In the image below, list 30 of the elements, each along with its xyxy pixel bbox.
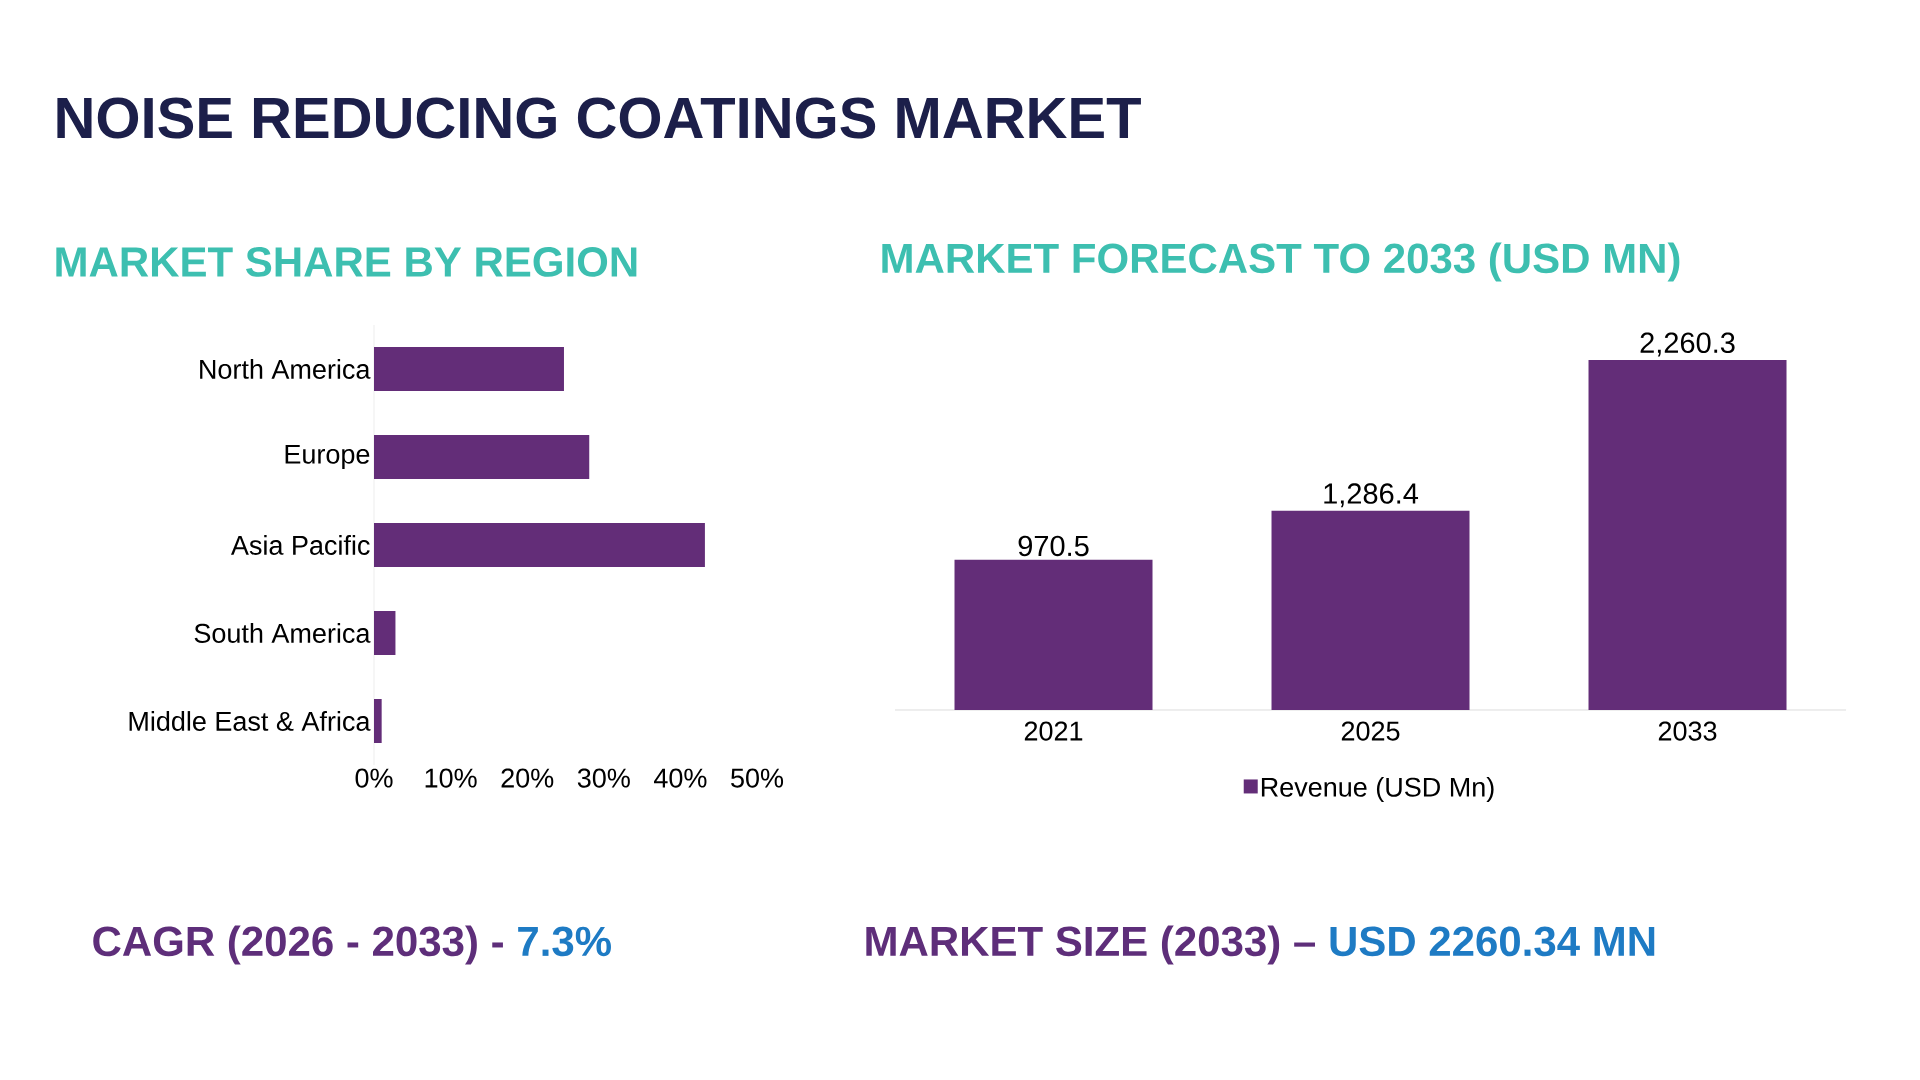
y-tick-label: Asia Pacific [230,535,370,555]
data-label: 2,260.3 [1640,332,1735,357]
x-tick-label: 2033 [1658,721,1717,741]
bar [374,523,705,567]
bar [374,435,590,480]
y-tick-label: North America [200,359,371,379]
text: 7.3% [518,926,611,957]
y-tick-label: Europe [285,444,370,470]
x-tick-label: 10% [425,768,477,788]
bar [374,699,382,743]
text: MARKET SIZE (2033) – [866,925,1315,965]
y-tick-label: South America [194,623,371,643]
bar [374,611,396,655]
x-tick-label: 50% [731,768,784,788]
bar [374,347,564,392]
x-tick-label: 2021 [1024,721,1083,741]
x-tick-label: 2025 [1341,721,1400,741]
data-label: 1,286.4 [1324,483,1419,508]
legend-label: Revenue (USD Mn) [1261,776,1494,803]
y-tick-label: Middle East & Africa [129,711,371,731]
x-tick-label: 40% [654,768,707,788]
x-tick-label: 30% [577,768,630,788]
text: CAGR (2026 - 2033) - [93,925,503,965]
text: USD 2260.34 MN [1330,926,1655,957]
x-tick-label: 20% [501,768,554,788]
chart-title: MARKET FORECAST TO 2033 (USD MN) [882,242,1680,282]
chart-title: MARKET SHARE BY REGION [56,247,637,277]
x-tick-label: 0% [355,768,393,788]
text: NOISE REDUCING COATINGS MARKET [57,97,1141,139]
data-label: 970.5 [1018,535,1089,557]
